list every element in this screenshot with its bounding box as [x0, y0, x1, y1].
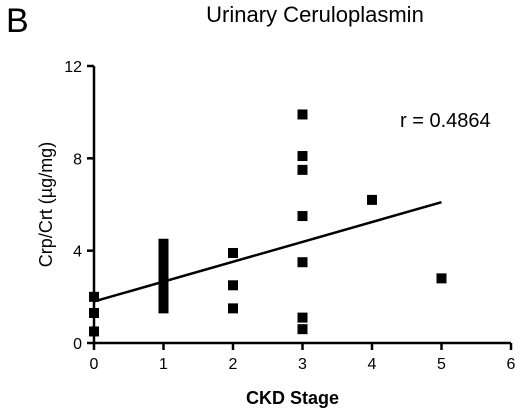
data-point — [297, 312, 308, 323]
data-point — [228, 247, 238, 258]
data-point — [228, 303, 238, 314]
data-point — [297, 151, 308, 162]
data-point — [89, 307, 99, 318]
data-point — [297, 164, 308, 175]
y-axis-label: Crp/Crt (µg/mg) — [36, 142, 56, 267]
data-point — [297, 211, 308, 222]
y-tick-label: 8 — [73, 151, 82, 168]
data-point — [89, 291, 99, 302]
data-point — [297, 257, 308, 268]
x-tick-label: 3 — [298, 356, 307, 373]
y-tick-label: 4 — [73, 244, 82, 261]
x-tick-label: 1 — [159, 356, 168, 373]
chart-title-wrap: Urinary Ceruloplasmin — [0, 2, 520, 28]
data-point — [297, 324, 308, 335]
data-point — [367, 194, 377, 205]
x-tick-label: 6 — [507, 356, 516, 373]
data-point — [436, 273, 447, 284]
x-tick-label: 0 — [90, 356, 99, 373]
trend-line — [93, 200, 442, 303]
data-point — [228, 280, 238, 291]
x-axis-label: CKD Stage — [246, 388, 339, 408]
x-tick-label: 4 — [368, 356, 377, 373]
y-tick-label: 0 — [73, 336, 82, 353]
data-point — [89, 326, 99, 337]
x-tick-label: 5 — [437, 356, 446, 373]
x-tick-label: 2 — [229, 356, 238, 373]
panel-letter: B — [6, 2, 29, 40]
data-point — [158, 303, 169, 314]
correlation-annotation: r = 0.4864 — [400, 110, 491, 132]
data-point — [297, 109, 308, 120]
y-tick-label: 12 — [64, 59, 82, 76]
chart-title: Urinary Ceruloplasmin — [206, 2, 424, 27]
